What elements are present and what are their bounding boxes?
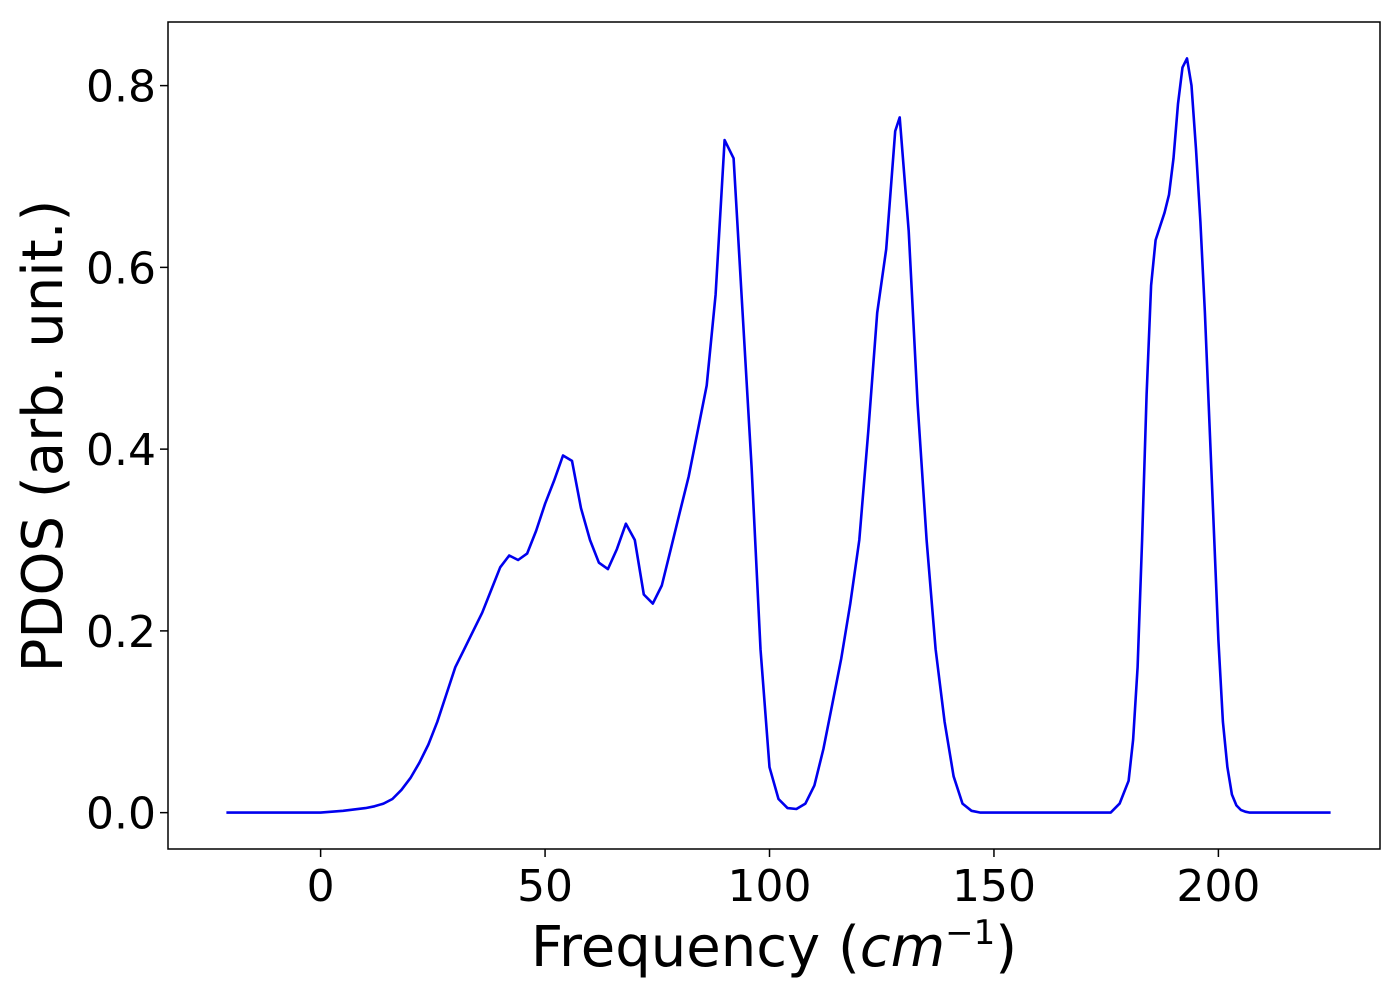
x-tick-label: 50 (517, 861, 573, 912)
y-axis-ticks: 0.0 0.2 0.4 0.6 0.8 (86, 62, 168, 840)
x-tick-label: 0 (307, 861, 335, 912)
y-tick-label: 0.2 (86, 607, 156, 658)
y-axis-label: PDOS (arb. unit.) (11, 200, 76, 673)
x-tick-label: 100 (728, 861, 812, 912)
x-tick-label: 200 (1176, 861, 1260, 912)
x-tick-label: 150 (952, 861, 1036, 912)
plot-area (167, 21, 1381, 850)
y-tick-label: 0.4 (86, 425, 156, 476)
y-tick-label: 0.6 (86, 243, 156, 294)
y-tick-label: 0.0 (86, 789, 156, 840)
series-line (226, 57, 1331, 814)
x-axis-label: Frequency (cm−1) (531, 913, 1017, 980)
x-axis-ticks: 0 50 100 150 200 (307, 849, 1260, 912)
y-tick-label: 0.8 (86, 62, 156, 113)
